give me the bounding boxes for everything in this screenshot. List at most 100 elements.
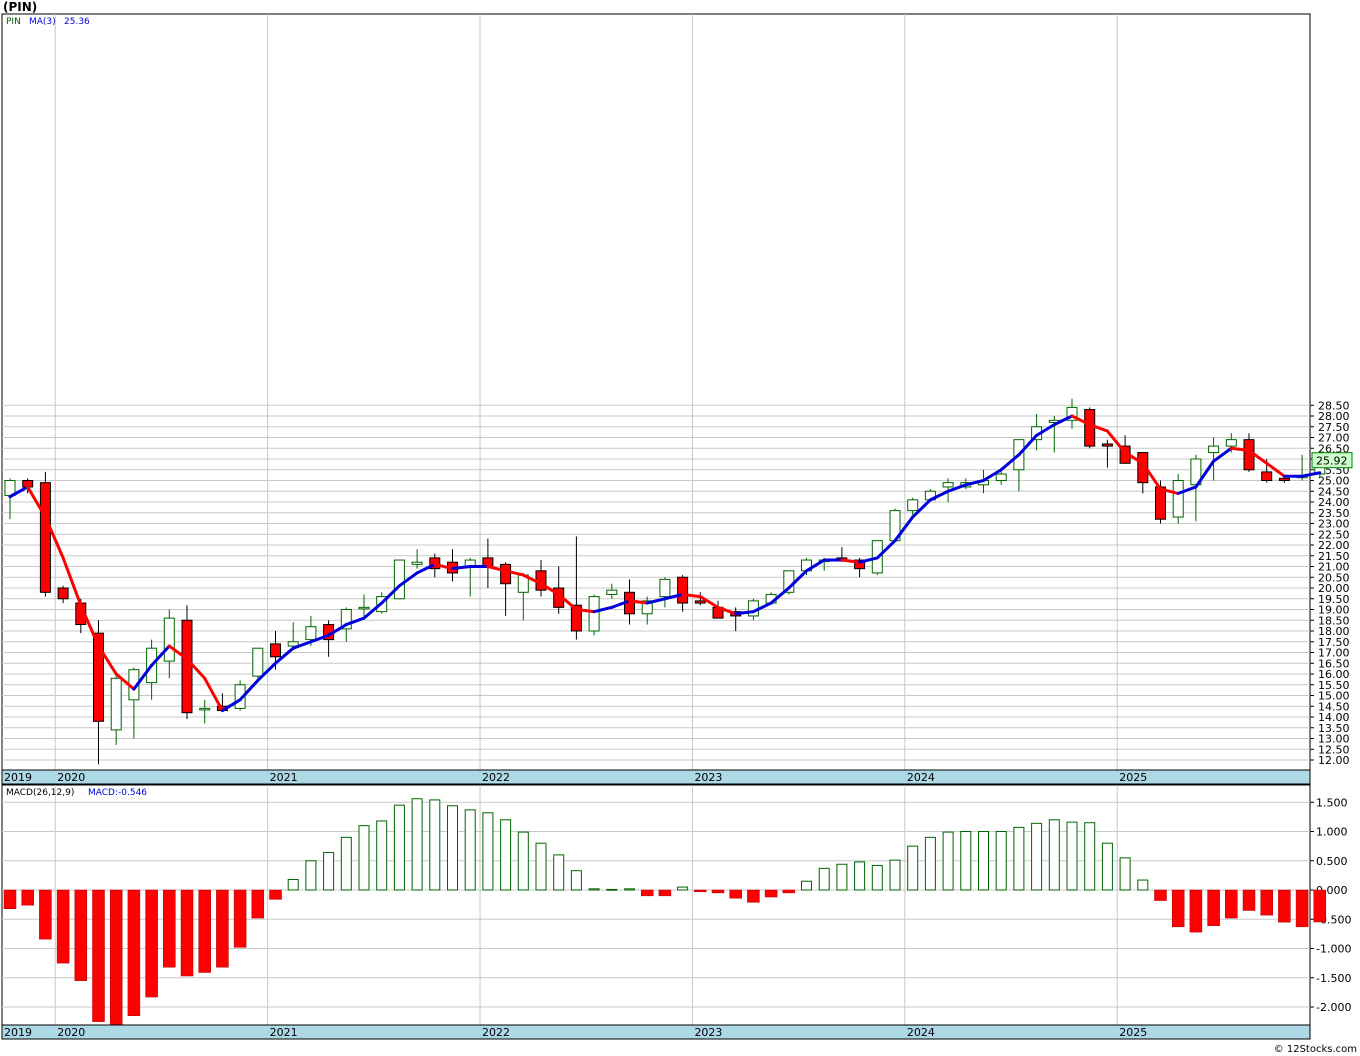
- ma-segment: [521, 573, 543, 586]
- ma-segment: [787, 569, 808, 590]
- ma-segment: [1017, 433, 1039, 457]
- macd-tick-label: -2.000: [1316, 1001, 1351, 1014]
- macd-bar-positive: [818, 867, 830, 891]
- macd-bar-positive: [393, 804, 405, 891]
- macd-tick-label: 1.000: [1316, 826, 1348, 839]
- ma-segment: [1247, 448, 1269, 465]
- ma-segment: [557, 592, 578, 611]
- macd-bar-negative: [251, 889, 265, 919]
- macd-bar-negative: [1313, 889, 1327, 923]
- macd-bar-negative: [729, 889, 742, 899]
- macd-bar-positive: [960, 831, 972, 891]
- macd-bar-positive: [340, 836, 352, 891]
- ma-segment: [61, 556, 83, 607]
- price-tick-label: 25.00: [1318, 475, 1350, 488]
- ma-segment: [433, 562, 454, 571]
- macd-bar-negative: [163, 889, 176, 968]
- macd-bar-positive: [411, 798, 423, 891]
- price-tick-label: 15.00: [1318, 690, 1350, 703]
- candle: [1066, 398, 1078, 429]
- ma-segment: [256, 661, 277, 682]
- ma-segment: [203, 676, 224, 713]
- ma-segment: [645, 597, 667, 605]
- ma-segment: [415, 562, 437, 575]
- candle-body-down: [270, 643, 281, 658]
- macd-bar-negative: [1225, 889, 1238, 919]
- macd-bar-negative: [764, 889, 778, 898]
- macd-bar-negative: [216, 889, 229, 968]
- price-tick-label: 21.00: [1318, 561, 1350, 574]
- ma-segment: [769, 586, 791, 605]
- ma-segment: [681, 592, 702, 599]
- candle-body-up: [995, 473, 1007, 481]
- price-tick-label: 16.00: [1318, 668, 1350, 681]
- candle-body-up: [1172, 480, 1184, 518]
- macd-legend-value: MACD:-0.546: [88, 788, 147, 798]
- candle: [641, 596, 653, 625]
- macd-x-axis-band: [1, 1024, 1311, 1040]
- ma-segment: [486, 565, 508, 573]
- price-tick-label: 20.50: [1318, 571, 1350, 584]
- candle-body-down: [694, 600, 706, 604]
- candle-body-down: [1278, 477, 1290, 482]
- macd-bar-positive: [836, 863, 848, 891]
- macd-bar-positive: [517, 831, 529, 891]
- candle-body-down: [1155, 486, 1166, 520]
- candle: [907, 497, 919, 515]
- price-year-label: 2020: [57, 771, 85, 784]
- legend-ma-value: 25.36: [64, 17, 90, 27]
- macd-bar-negative: [21, 889, 34, 906]
- price-year-label: 2023: [694, 771, 722, 784]
- ma-segment: [698, 595, 720, 609]
- price-tick-label: 13.50: [1318, 722, 1350, 735]
- candle-body-down: [39, 482, 51, 593]
- ma-segment: [946, 483, 968, 493]
- ma-segment: [79, 603, 100, 648]
- macd-bar-positive: [305, 860, 317, 891]
- macd-year-label: 2024: [907, 1026, 935, 1039]
- ma-segment: [504, 569, 525, 577]
- macd-bar-positive: [482, 812, 494, 891]
- ma-segment: [911, 498, 932, 519]
- price-tick-label: 27.00: [1318, 432, 1350, 445]
- last-price-label: 25.92: [1316, 455, 1348, 468]
- candle-body-down: [1261, 471, 1273, 481]
- price-x-axis-labels: 2019 2020 2021 2022 2023 2024 2025: [4, 771, 1147, 784]
- ma-segment: [397, 571, 419, 588]
- macd-bar-positive: [570, 870, 582, 891]
- macd-bar-negative: [658, 889, 672, 897]
- candle: [659, 577, 671, 608]
- candle-body-up: [358, 606, 370, 610]
- macd-year-label: 2019: [4, 1026, 32, 1039]
- macd-bar-positive: [1048, 819, 1060, 891]
- candle: [1084, 407, 1096, 449]
- ma-segment: [1159, 487, 1180, 495]
- chart-title: (PIN): [3, 0, 38, 14]
- macd-bar-negative: [1189, 889, 1203, 933]
- price-year-label: 2021: [270, 771, 298, 784]
- macd-bar-negative: [747, 889, 760, 903]
- macd-bar-positive: [323, 852, 335, 891]
- price-tick-label: 23.00: [1318, 518, 1350, 531]
- macd-bar-positive: [376, 820, 388, 891]
- candle: [57, 585, 69, 604]
- price-gridlines: [2, 14, 1310, 770]
- macd-bar-negative: [1154, 889, 1167, 901]
- ma-segment: [362, 601, 384, 620]
- candle-body-up: [393, 559, 405, 600]
- macd-bar-negative: [694, 889, 707, 893]
- macd-bar-negative: [1260, 889, 1273, 916]
- macd-bar-negative: [145, 889, 158, 998]
- macd-bar-positive: [677, 886, 689, 891]
- price-tick-label: 28.00: [1318, 410, 1350, 423]
- candle: [234, 680, 246, 711]
- candle-body-up: [340, 609, 352, 630]
- macd-y-axis: 1.5001.0000.5000.000-0.500-1.000-1.500-2…: [1310, 796, 1351, 1014]
- candle-body-up: [234, 684, 246, 709]
- ma-segment: [734, 610, 755, 616]
- macd-bar-positive: [942, 831, 954, 891]
- ma-segment: [716, 605, 738, 616]
- price-y-axis: 12.0012.5013.0013.5014.0014.5015.0015.50…: [1310, 399, 1350, 767]
- price-year-label: 2025: [1119, 771, 1147, 784]
